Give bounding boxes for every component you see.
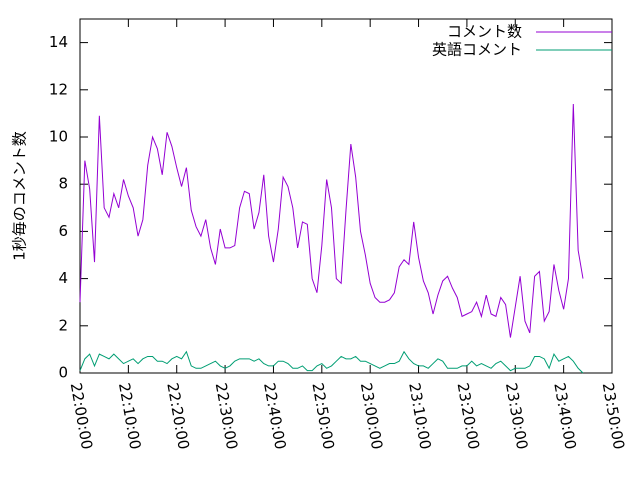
y-tick-label: 8 <box>58 175 68 193</box>
y-axis-label: 1秒毎のコメント数 <box>11 131 29 261</box>
y-tick-label: 12 <box>49 80 68 98</box>
y-tick-label: 2 <box>58 316 68 334</box>
y-tick-label: 6 <box>58 222 68 240</box>
y-tick-label: 4 <box>58 269 68 287</box>
series-line <box>79 350 584 374</box>
legend-label: 英語コメント <box>432 41 522 59</box>
y-tick-label: 10 <box>49 128 68 146</box>
legend-label: コメント数 <box>447 23 522 41</box>
y-tick-label: 14 <box>49 33 68 51</box>
plot-border <box>79 18 613 374</box>
y-tick-label: 0 <box>58 364 68 382</box>
series-line <box>79 103 584 338</box>
